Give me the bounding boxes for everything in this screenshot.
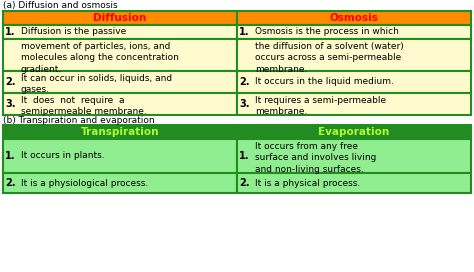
Text: 1.: 1. [239, 151, 249, 161]
Text: (b) Transpiration and evaporation: (b) Transpiration and evaporation [3, 116, 155, 125]
Text: It occurs in plants.: It occurs in plants. [21, 152, 105, 160]
Text: 1.: 1. [239, 27, 249, 37]
Bar [3, 11, 237, 25]
Bar [237, 71, 471, 93]
Bar [3, 39, 237, 71]
Text: Diffusion is the passive: Diffusion is the passive [21, 27, 126, 36]
Bar [3, 139, 237, 173]
Bar [3, 71, 237, 93]
Bar [237, 39, 471, 71]
Text: It is a physiological process.: It is a physiological process. [21, 178, 148, 187]
Text: 2.: 2. [239, 77, 249, 87]
Text: 1.: 1. [5, 151, 16, 161]
Bar [237, 93, 471, 115]
Bar [3, 125, 237, 139]
Text: Osmosis: Osmosis [329, 13, 378, 23]
Bar [3, 93, 237, 115]
Text: 2.: 2. [5, 77, 16, 87]
Bar [237, 25, 471, 39]
Text: movement of particles, ions, and
molecules along the concentration
gradient.: movement of particles, ions, and molecul… [21, 42, 179, 74]
Bar [3, 25, 237, 39]
Bar [237, 173, 471, 193]
Text: It occurs from any free
surface and involves living
and non-living surfaces.: It occurs from any free surface and invo… [255, 142, 376, 174]
Text: Diffusion: Diffusion [93, 13, 146, 23]
Bar [237, 11, 471, 25]
Text: 2.: 2. [5, 178, 16, 188]
Text: 3.: 3. [5, 99, 16, 109]
Text: Evaporation: Evaporation [319, 127, 390, 137]
Text: 3.: 3. [239, 99, 249, 109]
Text: It requires a semi-permeable
membrane.: It requires a semi-permeable membrane. [255, 96, 386, 116]
Text: It can occur in solids, liquids, and
gases.: It can occur in solids, liquids, and gas… [21, 74, 172, 94]
Bar [237, 139, 471, 173]
Text: Osmosis is the process in which: Osmosis is the process in which [255, 27, 399, 36]
Bar [237, 125, 471, 139]
Text: 1.: 1. [5, 27, 16, 37]
Text: Transpiration: Transpiration [81, 127, 159, 137]
Bar [3, 173, 237, 193]
Text: the diffusion of a solvent (water)
occurs across a semi-permeable
membrane.: the diffusion of a solvent (water) occur… [255, 42, 404, 74]
Text: 2.: 2. [239, 178, 249, 188]
Text: It is a physical process.: It is a physical process. [255, 178, 360, 187]
Text: It  does  not  require  a
semipermeable membrane.: It does not require a semipermeable memb… [21, 96, 147, 116]
Text: It occurs in the liquid medium.: It occurs in the liquid medium. [255, 78, 394, 86]
Text: (a) Diffusion and osmosis: (a) Diffusion and osmosis [3, 1, 118, 10]
